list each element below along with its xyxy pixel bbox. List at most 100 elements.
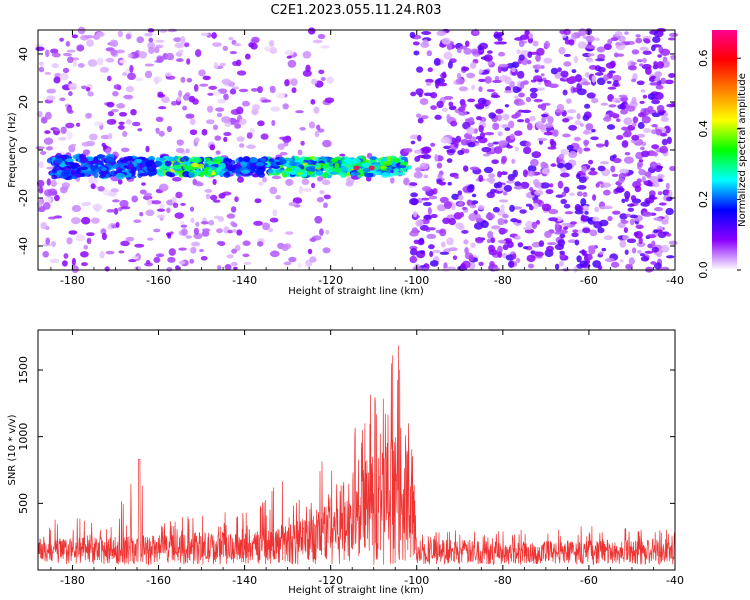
spectrogram-cell — [239, 118, 247, 125]
spectrogram-cell — [181, 228, 188, 236]
spectrogram-cell — [91, 159, 101, 164]
spectrogram-cell — [443, 201, 453, 210]
spectrogram-cell — [221, 78, 232, 85]
spectrogram-cell — [39, 61, 44, 66]
spectrogram-cell — [201, 128, 208, 136]
spectrogram-cell — [417, 154, 426, 159]
spectrogram-cell — [509, 204, 515, 212]
spectrogram-cell — [154, 77, 159, 85]
spectrogram-cell — [640, 146, 645, 151]
spectrogram-cell — [624, 31, 629, 35]
spectrogram-cell — [631, 122, 637, 127]
spectrogram-cell — [180, 202, 186, 206]
spectrogram-cell — [627, 207, 635, 212]
x-tick-label: -60 — [580, 574, 598, 587]
spectrogram-cell — [122, 156, 128, 164]
spectrogram-cell — [633, 231, 639, 237]
spectrogram-cell — [223, 171, 231, 178]
spectrogram-cell — [457, 190, 463, 196]
spectrogram-cell — [517, 119, 525, 123]
spectrogram-cell — [576, 82, 583, 91]
spectrogram-cell — [622, 131, 630, 138]
spectrogram-cell — [42, 250, 49, 258]
spectrogram-cell — [81, 202, 91, 207]
spectrogram-cell — [186, 77, 193, 83]
spectrogram-cell — [195, 182, 204, 187]
spectrogram-cell — [319, 228, 324, 236]
spectrogram-cell — [570, 221, 577, 225]
spectrogram-cell — [215, 150, 221, 155]
snr-y-label: SNR (10 * v/v) — [7, 414, 18, 485]
spectrogram-cell — [455, 78, 465, 85]
spectrogram-cell — [498, 140, 508, 146]
spectrogram-cell — [513, 185, 524, 190]
spectrogram-cell — [230, 221, 236, 227]
spectrogram-cell — [637, 161, 644, 168]
spectrogram-cell — [517, 70, 525, 79]
spectrogram-cell — [607, 216, 613, 222]
spectrogram-cell — [578, 176, 587, 184]
spectrogram-cell — [498, 228, 508, 234]
spectrogram-cell — [216, 112, 223, 118]
snr-panel: -180 -160 -140 -120 -100 -80 -60 -40 500 1000 150… — [7, 329, 684, 596]
spectrogram-cell — [141, 182, 146, 186]
spectrogram-cell — [180, 76, 186, 83]
spectrogram-cell — [497, 239, 506, 244]
spectrogram-cell — [460, 102, 467, 109]
spectrogram-cell — [409, 182, 418, 186]
spectrogram-cell — [205, 157, 211, 162]
spectrogram-cell — [104, 266, 110, 272]
spectrogram-cell — [496, 114, 503, 122]
spectrogram-cell — [35, 46, 45, 52]
spectrogram-cell — [563, 203, 571, 209]
spectrogram-cell — [429, 260, 439, 267]
spectrogram-cell — [400, 156, 408, 161]
spectrogram-cell — [234, 123, 242, 129]
colorbar-tick-label: 0.6 — [697, 49, 710, 66]
spectrogram-cell — [541, 203, 552, 212]
spectrogram-cell — [563, 186, 570, 194]
spectrogram-cell — [175, 51, 183, 57]
spectrogram-cell — [119, 59, 127, 64]
spectrogram-cell — [296, 169, 306, 173]
spectrogram-cell — [642, 50, 652, 55]
spectrogram-cell — [185, 148, 190, 154]
spectrogram-cell — [123, 94, 133, 100]
spectrogram-cell — [516, 220, 522, 224]
spectrogram-cell — [257, 169, 265, 174]
spectrogram-cell — [544, 230, 552, 239]
spectrogram-cell — [471, 84, 476, 90]
spectrogram-cell — [183, 42, 190, 48]
spectrogram-cell — [44, 196, 52, 204]
spectrogram-cell — [74, 173, 81, 178]
spectrogram-cell — [578, 147, 583, 154]
spectrogram-cell — [68, 83, 78, 91]
spectrogram-cell — [426, 233, 437, 239]
spectrogram-cell — [474, 103, 484, 108]
spectrogram-cell — [448, 101, 454, 107]
spectrogram-cell — [211, 32, 217, 39]
spectrogram-cell — [642, 57, 647, 64]
spectrogram-cell — [300, 140, 305, 146]
spectrogram-cell — [242, 155, 250, 163]
spectrogram-cell — [283, 171, 291, 176]
spectrogram-cell — [547, 146, 557, 150]
x-tick-label: -180 — [60, 574, 85, 587]
spectrogram-cell — [42, 243, 52, 247]
spectrogram-cell — [380, 158, 388, 162]
spectrogram-cell — [93, 121, 103, 127]
spectrogram-cell — [615, 42, 625, 46]
spectrogram-cell — [288, 161, 298, 167]
spectrogram-cell — [621, 126, 629, 131]
spectrogram-cell — [156, 208, 166, 212]
spectrogram-cell — [619, 168, 630, 174]
spectrogram-cell — [47, 216, 57, 220]
spectrogram-cell — [624, 249, 629, 255]
spectrogram-cell — [452, 255, 458, 261]
spectrogram-cell — [566, 98, 572, 104]
spectrogram-cell — [100, 171, 107, 177]
spectrogram-cell — [446, 158, 453, 164]
spectrogram-cell — [650, 261, 657, 265]
spectrogram-cell — [593, 221, 603, 229]
spectrogram-cell — [497, 245, 503, 254]
